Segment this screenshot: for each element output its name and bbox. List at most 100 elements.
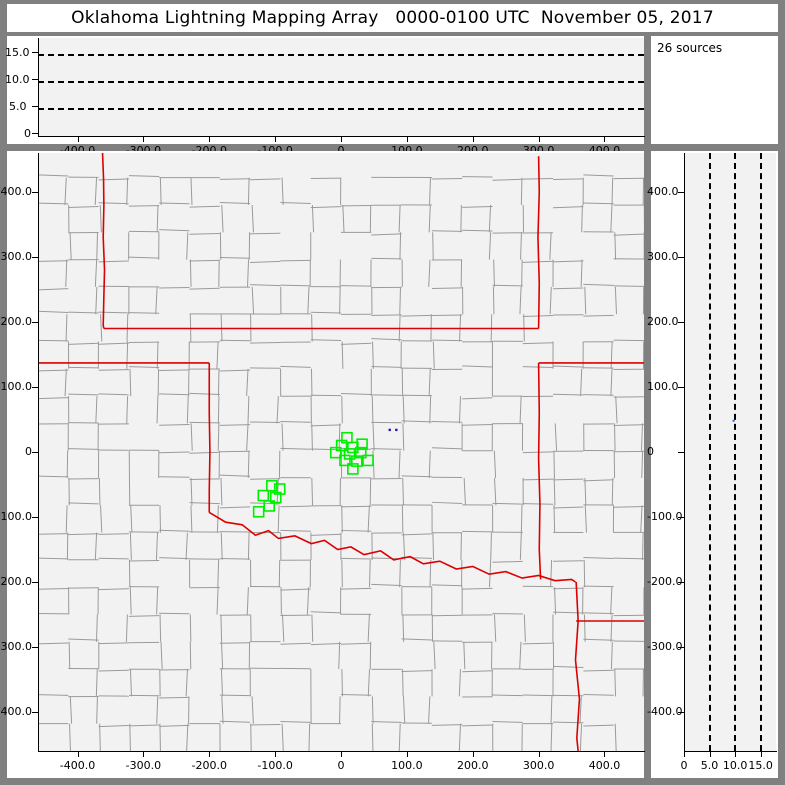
map-yticklabel-3: 100.0 [1, 380, 33, 393]
county-line [400, 287, 401, 314]
map-xtick-2 [209, 751, 210, 757]
county-line [430, 178, 431, 205]
county-line [130, 587, 131, 614]
county-line [96, 396, 97, 423]
county-line [553, 561, 583, 562]
county-line [583, 725, 613, 726]
right-points-layer [684, 153, 776, 751]
top-altitude-panel: 15.0 10.0 5.0 0 -400.0-300.0-200.0-100.0… [7, 36, 644, 144]
county-line [95, 533, 96, 560]
county-line [221, 478, 222, 505]
county-line [585, 505, 586, 532]
county-line [553, 366, 583, 367]
county-line [68, 449, 98, 450]
county-line [307, 587, 308, 614]
map-xticklabel-6: 200.0 [457, 759, 489, 772]
county-line [99, 558, 129, 559]
county-line [462, 531, 492, 532]
county-line [280, 421, 310, 422]
county-line [342, 342, 343, 369]
lma-source-marker [258, 491, 268, 501]
county-line [250, 285, 280, 286]
right-yticklabel-0: 400.0 [647, 185, 679, 198]
county-line [612, 478, 613, 505]
top-xtick-0 [78, 136, 79, 142]
county-line [250, 422, 280, 423]
county-line [583, 480, 613, 481]
title-bar: Oklahoma Lightning Mapping Array 0000-01… [7, 4, 778, 32]
county-line [220, 370, 250, 371]
map-xtick-6 [473, 751, 474, 757]
main-map-panel[interactable]: 400.0300.0200.0100.00-100.0-200.0-300.0-… [7, 151, 644, 778]
county-line [221, 533, 222, 560]
county-line [642, 451, 643, 478]
county-line [432, 315, 462, 316]
county-line [218, 423, 219, 450]
county-line [403, 478, 404, 505]
county-line [583, 203, 613, 204]
county-line [493, 561, 523, 562]
county-line [68, 639, 98, 640]
county-line [585, 478, 586, 505]
county-line [582, 205, 583, 232]
county-line [218, 369, 219, 396]
top-gridline-15 [38, 54, 644, 56]
county-line [217, 505, 218, 532]
county-line [553, 288, 583, 289]
county-line [612, 178, 613, 205]
county-line [372, 696, 373, 723]
county-line [614, 558, 644, 559]
right-yticklabel-4: 0 [647, 445, 654, 458]
county-line [553, 722, 583, 723]
county-line [217, 342, 218, 369]
map-ytick-5 [32, 517, 39, 518]
map-xticklabel-5: 100.0 [391, 759, 423, 772]
right-yticklabel-8: -400.0 [647, 705, 682, 718]
county-line [641, 423, 642, 450]
county-line [131, 505, 132, 532]
county-line [159, 558, 189, 559]
county-line [191, 505, 192, 532]
county-line [190, 393, 220, 394]
right-ytick-4 [678, 452, 685, 453]
county-line [70, 724, 71, 751]
county-line [218, 396, 219, 423]
map-plot-area[interactable] [38, 153, 644, 751]
county-line [220, 475, 250, 476]
county-line [402, 534, 432, 535]
county-line [403, 615, 404, 642]
county-line [160, 178, 161, 205]
map-xticklabel-1: -300.0 [126, 759, 161, 772]
county-line [190, 615, 191, 642]
county-line [459, 669, 460, 696]
county-line [278, 505, 279, 532]
right-gridline-15 [760, 153, 762, 751]
county-line [129, 616, 159, 617]
county-line [186, 533, 187, 560]
county-line [555, 587, 556, 614]
county-line [493, 695, 523, 696]
top-yticklabel-5: 5.0 [9, 100, 27, 113]
county-line [99, 370, 129, 371]
right-ytick-0 [678, 192, 685, 193]
county-line [432, 422, 462, 423]
county-line [99, 394, 129, 395]
county-line [580, 724, 581, 751]
county-line [157, 696, 158, 723]
county-line [248, 260, 249, 287]
county-line [65, 178, 66, 205]
county-line [190, 452, 220, 453]
county-line [96, 669, 97, 696]
map-yticklabel-0: 400.0 [1, 185, 33, 198]
county-line [187, 232, 188, 259]
right-yticklabel-3: 100.0 [647, 380, 679, 393]
county-line [312, 478, 313, 505]
right-xtick-0 [684, 751, 685, 757]
county-line [190, 642, 191, 669]
map-xtick-1 [143, 751, 144, 757]
county-line [101, 505, 102, 532]
county-line [583, 694, 613, 695]
county-line [554, 478, 555, 505]
right-yticklabel-2: 200.0 [647, 315, 679, 328]
county-line [524, 615, 525, 642]
